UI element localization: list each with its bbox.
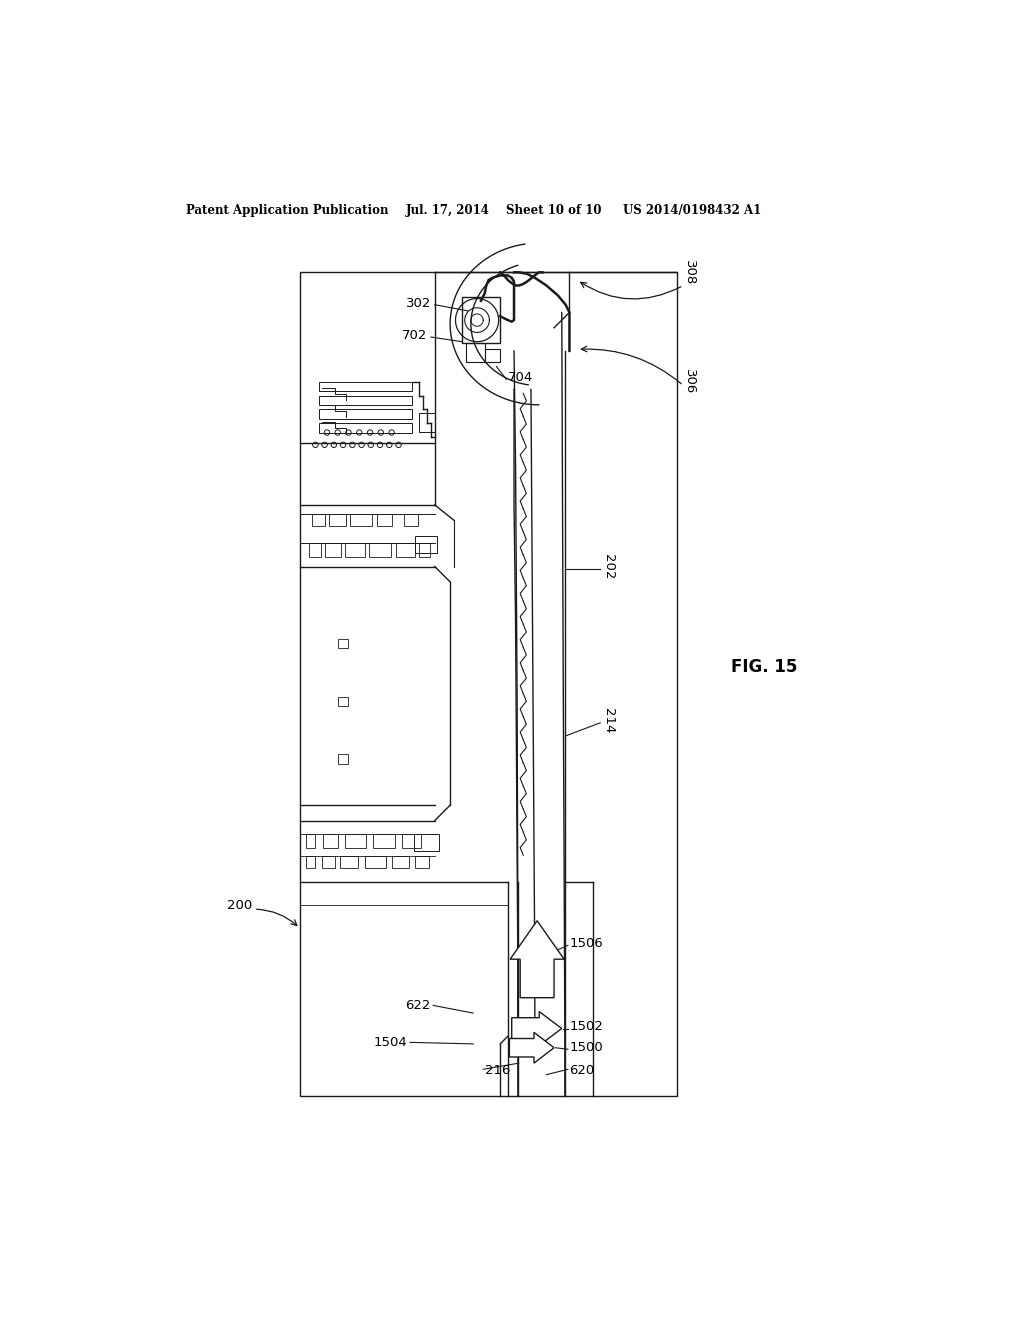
Text: 1500: 1500: [569, 1041, 603, 1055]
Polygon shape: [512, 1011, 562, 1045]
Bar: [484, 350, 500, 363]
Bar: [466, 343, 484, 363]
Text: 202: 202: [602, 554, 614, 579]
Bar: [311, 513, 326, 527]
Text: 622: 622: [406, 999, 431, 1012]
Bar: [323, 834, 339, 849]
Text: 306: 306: [683, 370, 696, 395]
Bar: [339, 639, 348, 648]
Polygon shape: [509, 1032, 554, 1063]
Bar: [416, 857, 429, 869]
Bar: [396, 544, 415, 557]
Bar: [377, 513, 392, 527]
Text: FIG. 15: FIG. 15: [731, 657, 798, 676]
Text: 620: 620: [569, 1064, 595, 1077]
Bar: [403, 513, 418, 527]
Bar: [339, 697, 348, 706]
Bar: [326, 544, 341, 557]
Text: 214: 214: [602, 708, 614, 733]
Polygon shape: [510, 921, 564, 998]
Bar: [370, 544, 391, 557]
Bar: [319, 409, 412, 418]
Bar: [319, 381, 412, 391]
Bar: [365, 857, 386, 869]
Text: 302: 302: [406, 297, 431, 310]
Bar: [306, 857, 315, 869]
Bar: [306, 834, 315, 849]
Bar: [345, 544, 365, 557]
Bar: [339, 755, 348, 763]
Bar: [300, 272, 677, 1096]
Bar: [373, 834, 394, 849]
Text: 200: 200: [227, 899, 253, 912]
Bar: [350, 513, 372, 527]
Text: US 2014/0198432 A1: US 2014/0198432 A1: [624, 205, 762, 218]
Bar: [392, 857, 410, 869]
Text: 308: 308: [683, 260, 696, 285]
Bar: [419, 544, 430, 557]
Bar: [416, 536, 437, 553]
Text: 1502: 1502: [569, 1020, 603, 1034]
Bar: [419, 412, 435, 432]
Text: Sheet 10 of 10: Sheet 10 of 10: [506, 205, 602, 218]
Bar: [345, 834, 367, 849]
Bar: [414, 834, 438, 851]
Text: Patent Application Publication: Patent Application Publication: [186, 205, 388, 218]
Text: 1504: 1504: [374, 1036, 408, 1049]
Bar: [319, 424, 412, 433]
Text: 1506: 1506: [569, 937, 603, 950]
Bar: [462, 297, 500, 343]
Text: 702: 702: [401, 329, 427, 342]
Bar: [340, 857, 358, 869]
Text: Jul. 17, 2014: Jul. 17, 2014: [407, 205, 490, 218]
Bar: [322, 857, 336, 869]
Bar: [319, 396, 412, 405]
Text: 704: 704: [508, 371, 534, 384]
Bar: [309, 544, 321, 557]
Text: 216: 216: [484, 1064, 510, 1077]
Bar: [330, 513, 346, 527]
Bar: [401, 834, 421, 849]
